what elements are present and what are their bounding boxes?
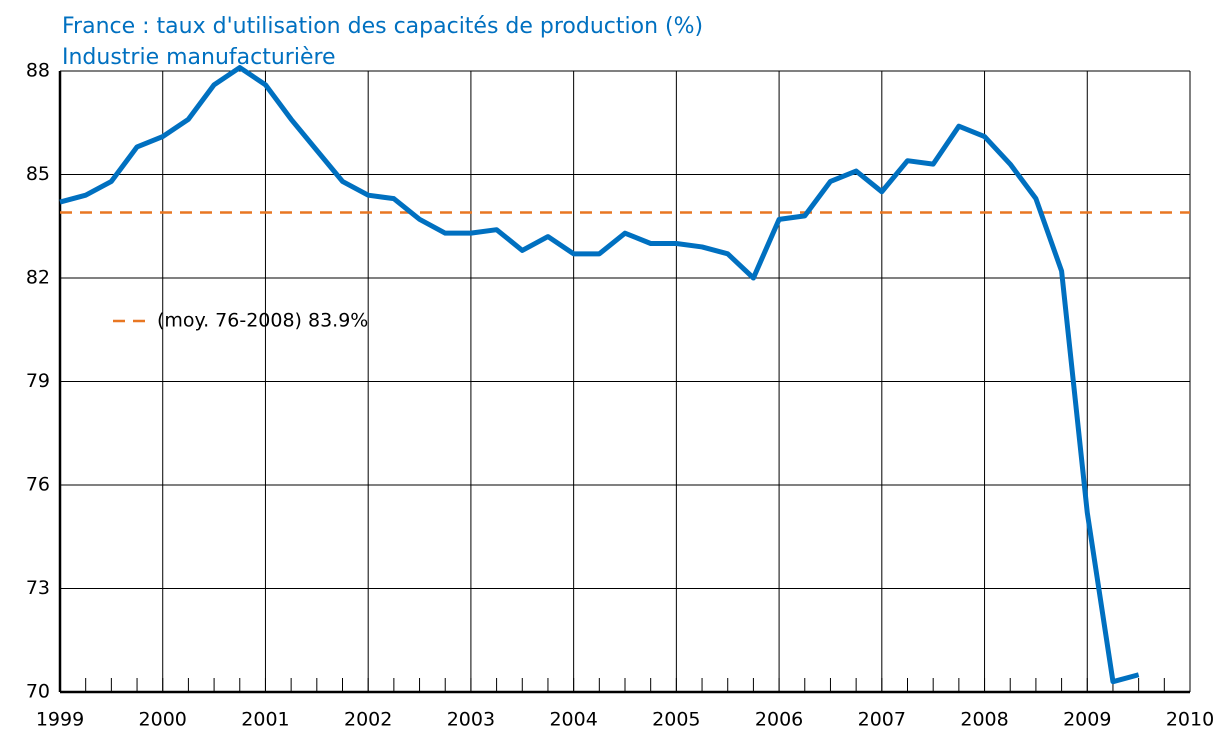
x-tick-label: 2009: [1063, 709, 1111, 731]
y-tick-label: 70: [26, 681, 50, 703]
x-tick-label: 2006: [755, 709, 803, 731]
x-tick-label: 1999: [36, 709, 84, 731]
y-tick-label: 76: [26, 474, 50, 496]
y-tick-label: 79: [26, 370, 50, 392]
legend-label: (moy. 76-2008) 83.9%: [157, 310, 368, 332]
x-tick-label: 2004: [549, 709, 597, 731]
chart-subtitle: Industrie manufacturière: [62, 45, 336, 70]
x-tick-label: 2005: [652, 709, 700, 731]
x-tick-label: 2010: [1166, 709, 1214, 731]
y-tick-label: 82: [26, 267, 50, 289]
chart-title: France : taux d'utilisation des capacité…: [62, 14, 703, 39]
x-tick-label: 2003: [447, 709, 495, 731]
y-tick-label: 85: [26, 163, 50, 185]
y-tick-label: 73: [26, 577, 50, 599]
data-line: [59, 65, 1140, 685]
x-tick-label: 2007: [858, 709, 906, 731]
y-tick-label: 88: [26, 60, 50, 82]
x-tick-label: 2001: [241, 709, 289, 731]
x-tick-label: 2000: [139, 709, 187, 731]
x-tick-label: 2002: [344, 709, 392, 731]
x-tick-label: 2008: [960, 709, 1008, 731]
